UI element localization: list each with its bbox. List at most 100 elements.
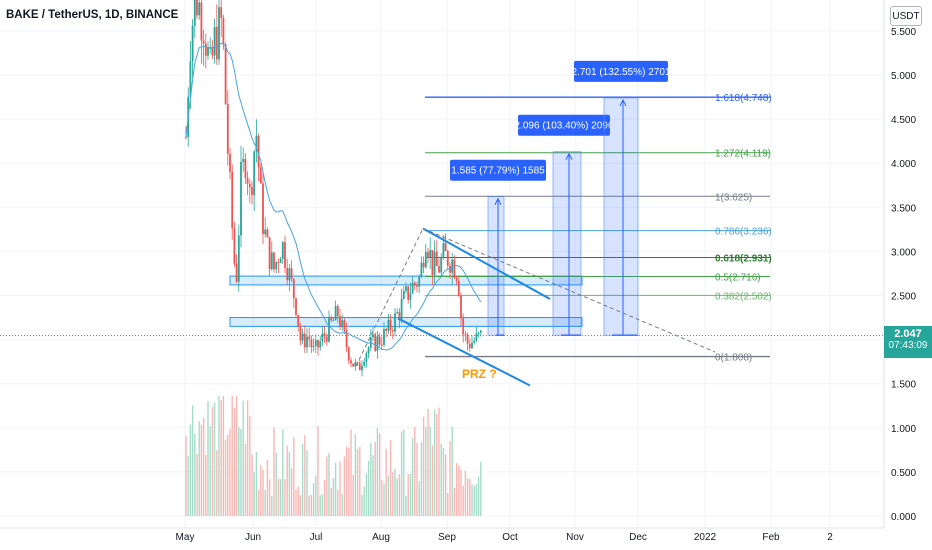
volume-bar xyxy=(205,454,207,516)
candle-body xyxy=(196,0,198,16)
volume-bar xyxy=(447,492,449,516)
volume-bar xyxy=(332,478,335,516)
time-tick-label: Sep xyxy=(438,532,456,543)
volume-bar xyxy=(398,474,401,516)
candle-body xyxy=(314,340,317,346)
candle-body xyxy=(429,250,432,258)
volume-bar xyxy=(321,494,324,516)
volume-bar xyxy=(275,452,277,516)
candle-body xyxy=(363,361,366,366)
candle-body xyxy=(229,153,231,172)
candle-body xyxy=(347,347,350,361)
candle-body xyxy=(396,312,399,314)
candle-body xyxy=(466,334,469,344)
candle-body xyxy=(405,286,407,291)
candle-body xyxy=(321,333,324,342)
volume-bar xyxy=(306,450,308,516)
price-tick-label: 0.500 xyxy=(891,468,916,479)
volume-bar xyxy=(244,444,247,516)
candle-body xyxy=(207,47,209,56)
price-tick-label: 0.000 xyxy=(891,512,916,523)
volume-bar xyxy=(308,495,310,516)
volume-bar xyxy=(427,408,429,516)
volume-bar xyxy=(304,435,306,516)
volume-bar xyxy=(471,484,473,516)
volume-bar xyxy=(191,405,194,516)
volume-bar xyxy=(196,453,198,516)
trendlines: PRZ ? xyxy=(0,227,884,387)
candle-body xyxy=(464,334,467,336)
volume-bar xyxy=(451,426,453,516)
volume-bar xyxy=(319,495,321,516)
volume-bar xyxy=(429,426,431,516)
candle-body xyxy=(262,183,264,235)
fib-level-label: 1.272(4.119) xyxy=(715,149,771,160)
candle-body xyxy=(317,340,319,348)
candle-body xyxy=(457,280,460,296)
candle-body xyxy=(211,47,214,56)
target-arrow-head xyxy=(619,98,627,107)
volume-bar xyxy=(407,473,409,516)
volume-bar xyxy=(475,484,478,516)
target-label-box xyxy=(450,159,546,181)
time-tick-label: Jul xyxy=(310,532,323,543)
volume-bar xyxy=(345,446,348,516)
candle-body xyxy=(281,242,284,259)
candle-body xyxy=(462,318,465,335)
candle-body xyxy=(248,183,251,188)
candle-body xyxy=(374,334,377,351)
candle-body xyxy=(292,278,295,299)
volume-bar xyxy=(403,429,405,516)
candle-body xyxy=(471,342,473,349)
candle-body xyxy=(308,336,311,340)
volume-bar xyxy=(246,400,249,516)
volume-bar xyxy=(240,429,242,516)
candle-body xyxy=(341,320,344,328)
target-projections: 1.585 (77.79%) 1585 2.096 (103.40%) 2096 2… xyxy=(450,60,671,336)
candle-body xyxy=(202,40,205,44)
volume-bar xyxy=(363,486,365,516)
candle-body xyxy=(301,333,304,341)
currency-button[interactable]: USDT xyxy=(890,6,922,26)
candle-body xyxy=(354,362,357,367)
candle-body xyxy=(295,298,297,315)
candle-body xyxy=(352,363,355,367)
volume-bar xyxy=(238,427,240,516)
volume-bar xyxy=(266,459,269,516)
volume-bar xyxy=(370,442,372,516)
candle-body xyxy=(253,151,256,196)
volume-bar xyxy=(356,449,359,516)
volume-bar xyxy=(339,461,341,516)
candle-body xyxy=(477,332,480,334)
candle-body xyxy=(440,258,443,273)
candle-body xyxy=(189,61,192,97)
candle-body xyxy=(398,312,401,319)
ma-line xyxy=(185,42,482,351)
time-tick-label: 2 xyxy=(827,532,833,543)
candle-body xyxy=(336,306,339,317)
candle-body xyxy=(413,282,416,285)
candle-body xyxy=(418,276,421,287)
volume-bar xyxy=(229,428,231,516)
volume-bar xyxy=(473,485,475,516)
candle-body xyxy=(244,158,247,179)
volume-bar xyxy=(207,400,209,516)
candle-body xyxy=(297,314,300,327)
candle-body xyxy=(376,336,379,351)
target-zone xyxy=(552,151,582,336)
candle-body xyxy=(367,347,370,354)
volume-bar xyxy=(242,400,244,516)
fib-level-label: 0.5(2.716) xyxy=(715,272,761,283)
candle-body xyxy=(433,251,436,275)
candle-body xyxy=(449,265,451,273)
candle-body xyxy=(380,344,383,346)
fib-level-label: 0.618(2.931) xyxy=(715,253,772,264)
candle-body xyxy=(266,229,269,238)
volume-bar xyxy=(301,443,304,516)
price-tick-label: 1.500 xyxy=(891,380,916,391)
price-tick-label: 5.500 xyxy=(891,27,916,38)
volume-bar xyxy=(453,487,456,516)
volume-bar xyxy=(264,489,266,516)
candle-body xyxy=(220,7,223,19)
